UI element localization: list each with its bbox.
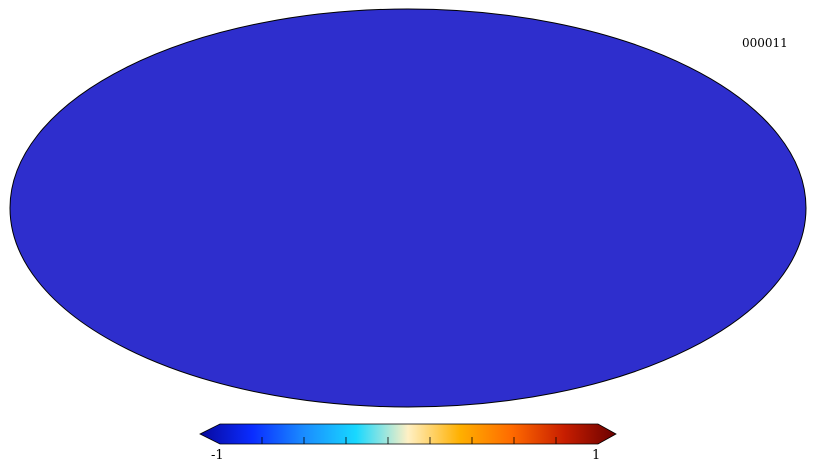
colorbar-max-label: 1 [592,448,601,463]
map-border [9,8,807,408]
colorbar-min-label: -1 [211,448,224,463]
map-label: 000011 [742,36,788,50]
colorbar-ticks [261,437,557,444]
map-disk [10,9,806,407]
colorbar [199,423,617,445]
